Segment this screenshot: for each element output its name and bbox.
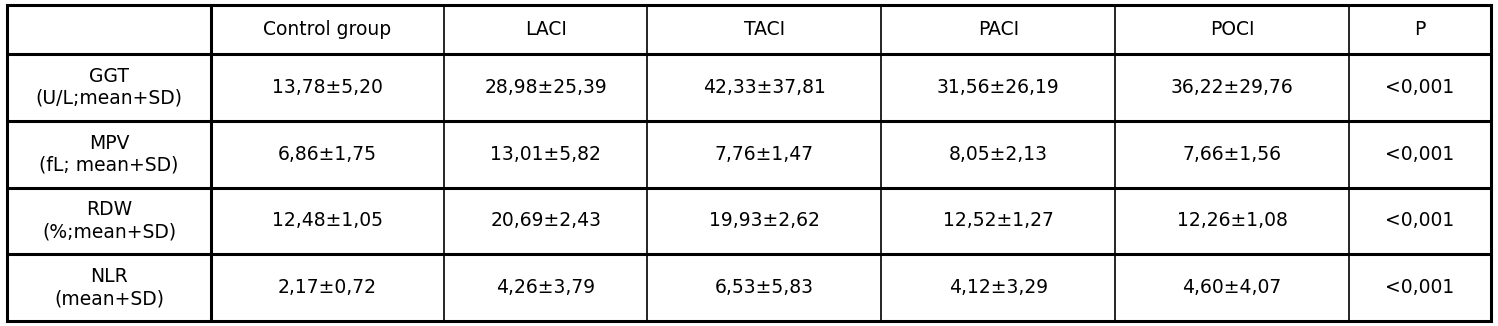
Text: <0,001: <0,001: [1386, 145, 1455, 164]
Text: PACI: PACI: [978, 20, 1019, 39]
Text: RDW
(%;mean+SD): RDW (%;mean+SD): [42, 200, 177, 242]
Text: 36,22±29,76: 36,22±29,76: [1170, 78, 1293, 97]
Text: 4,26±3,79: 4,26±3,79: [496, 278, 596, 297]
Text: 8,05±2,13: 8,05±2,13: [948, 145, 1047, 164]
Text: NLR
(mean+SD): NLR (mean+SD): [54, 267, 163, 308]
Text: <0,001: <0,001: [1386, 278, 1455, 297]
Text: 12,52±1,27: 12,52±1,27: [942, 211, 1053, 230]
Text: GGT
(U/L;mean+SD): GGT (U/L;mean+SD): [36, 67, 183, 108]
Text: Control group: Control group: [264, 20, 391, 39]
Text: LACI: LACI: [524, 20, 566, 39]
Text: 42,33±37,81: 42,33±37,81: [703, 78, 825, 97]
Text: 12,26±1,08: 12,26±1,08: [1176, 211, 1287, 230]
Text: <0,001: <0,001: [1386, 78, 1455, 97]
Text: 6,86±1,75: 6,86±1,75: [279, 145, 377, 164]
Text: 28,98±25,39: 28,98±25,39: [484, 78, 607, 97]
Text: 7,66±1,56: 7,66±1,56: [1182, 145, 1282, 164]
Text: 13,78±5,20: 13,78±5,20: [273, 78, 383, 97]
Text: 6,53±5,83: 6,53±5,83: [715, 278, 813, 297]
Text: 13,01±5,82: 13,01±5,82: [490, 145, 601, 164]
Text: <0,001: <0,001: [1386, 211, 1455, 230]
Text: P: P: [1414, 20, 1426, 39]
Text: 4,60±4,07: 4,60±4,07: [1182, 278, 1282, 297]
Text: MPV
(fL; mean+SD): MPV (fL; mean+SD): [39, 134, 178, 175]
Text: 7,76±1,47: 7,76±1,47: [715, 145, 813, 164]
Text: 31,56±26,19: 31,56±26,19: [936, 78, 1059, 97]
Text: TACI: TACI: [745, 20, 785, 39]
Text: 20,69±2,43: 20,69±2,43: [490, 211, 601, 230]
Text: POCI: POCI: [1210, 20, 1254, 39]
Text: 2,17±0,72: 2,17±0,72: [279, 278, 377, 297]
Text: 4,12±3,29: 4,12±3,29: [948, 278, 1047, 297]
Text: 19,93±2,62: 19,93±2,62: [709, 211, 819, 230]
Text: 12,48±1,05: 12,48±1,05: [273, 211, 383, 230]
